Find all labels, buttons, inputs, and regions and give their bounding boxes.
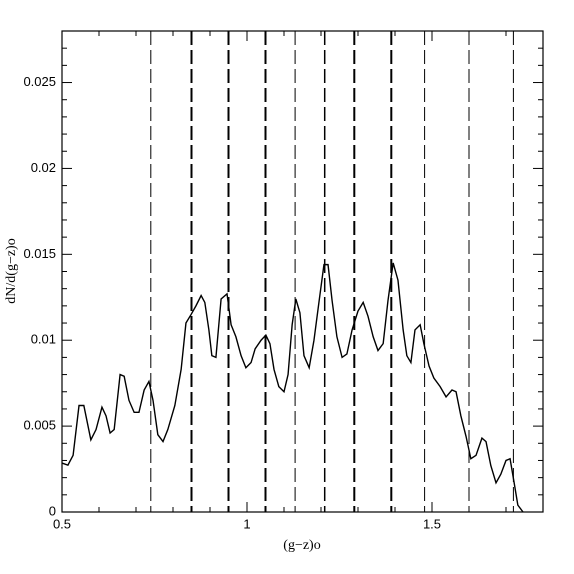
y-tick-label: 0.005 [23,418,56,433]
y-tick-label: 0.01 [31,332,56,347]
x-tick-label: 1 [243,516,250,531]
y-axis-label: dN/d(g−z)o [4,238,19,303]
x-axis-label: (g−z)o [283,538,320,553]
plot-frame [61,30,544,513]
y-tick-label: 0.015 [23,246,56,261]
y-tick-label: 0.02 [31,160,56,175]
y-tick-label: 0 [49,503,56,518]
y-tick-label: 0.025 [23,74,56,89]
x-tick-label: 0.5 [53,516,71,531]
x-tick-label: 1.5 [423,516,441,531]
data-line [61,262,524,513]
